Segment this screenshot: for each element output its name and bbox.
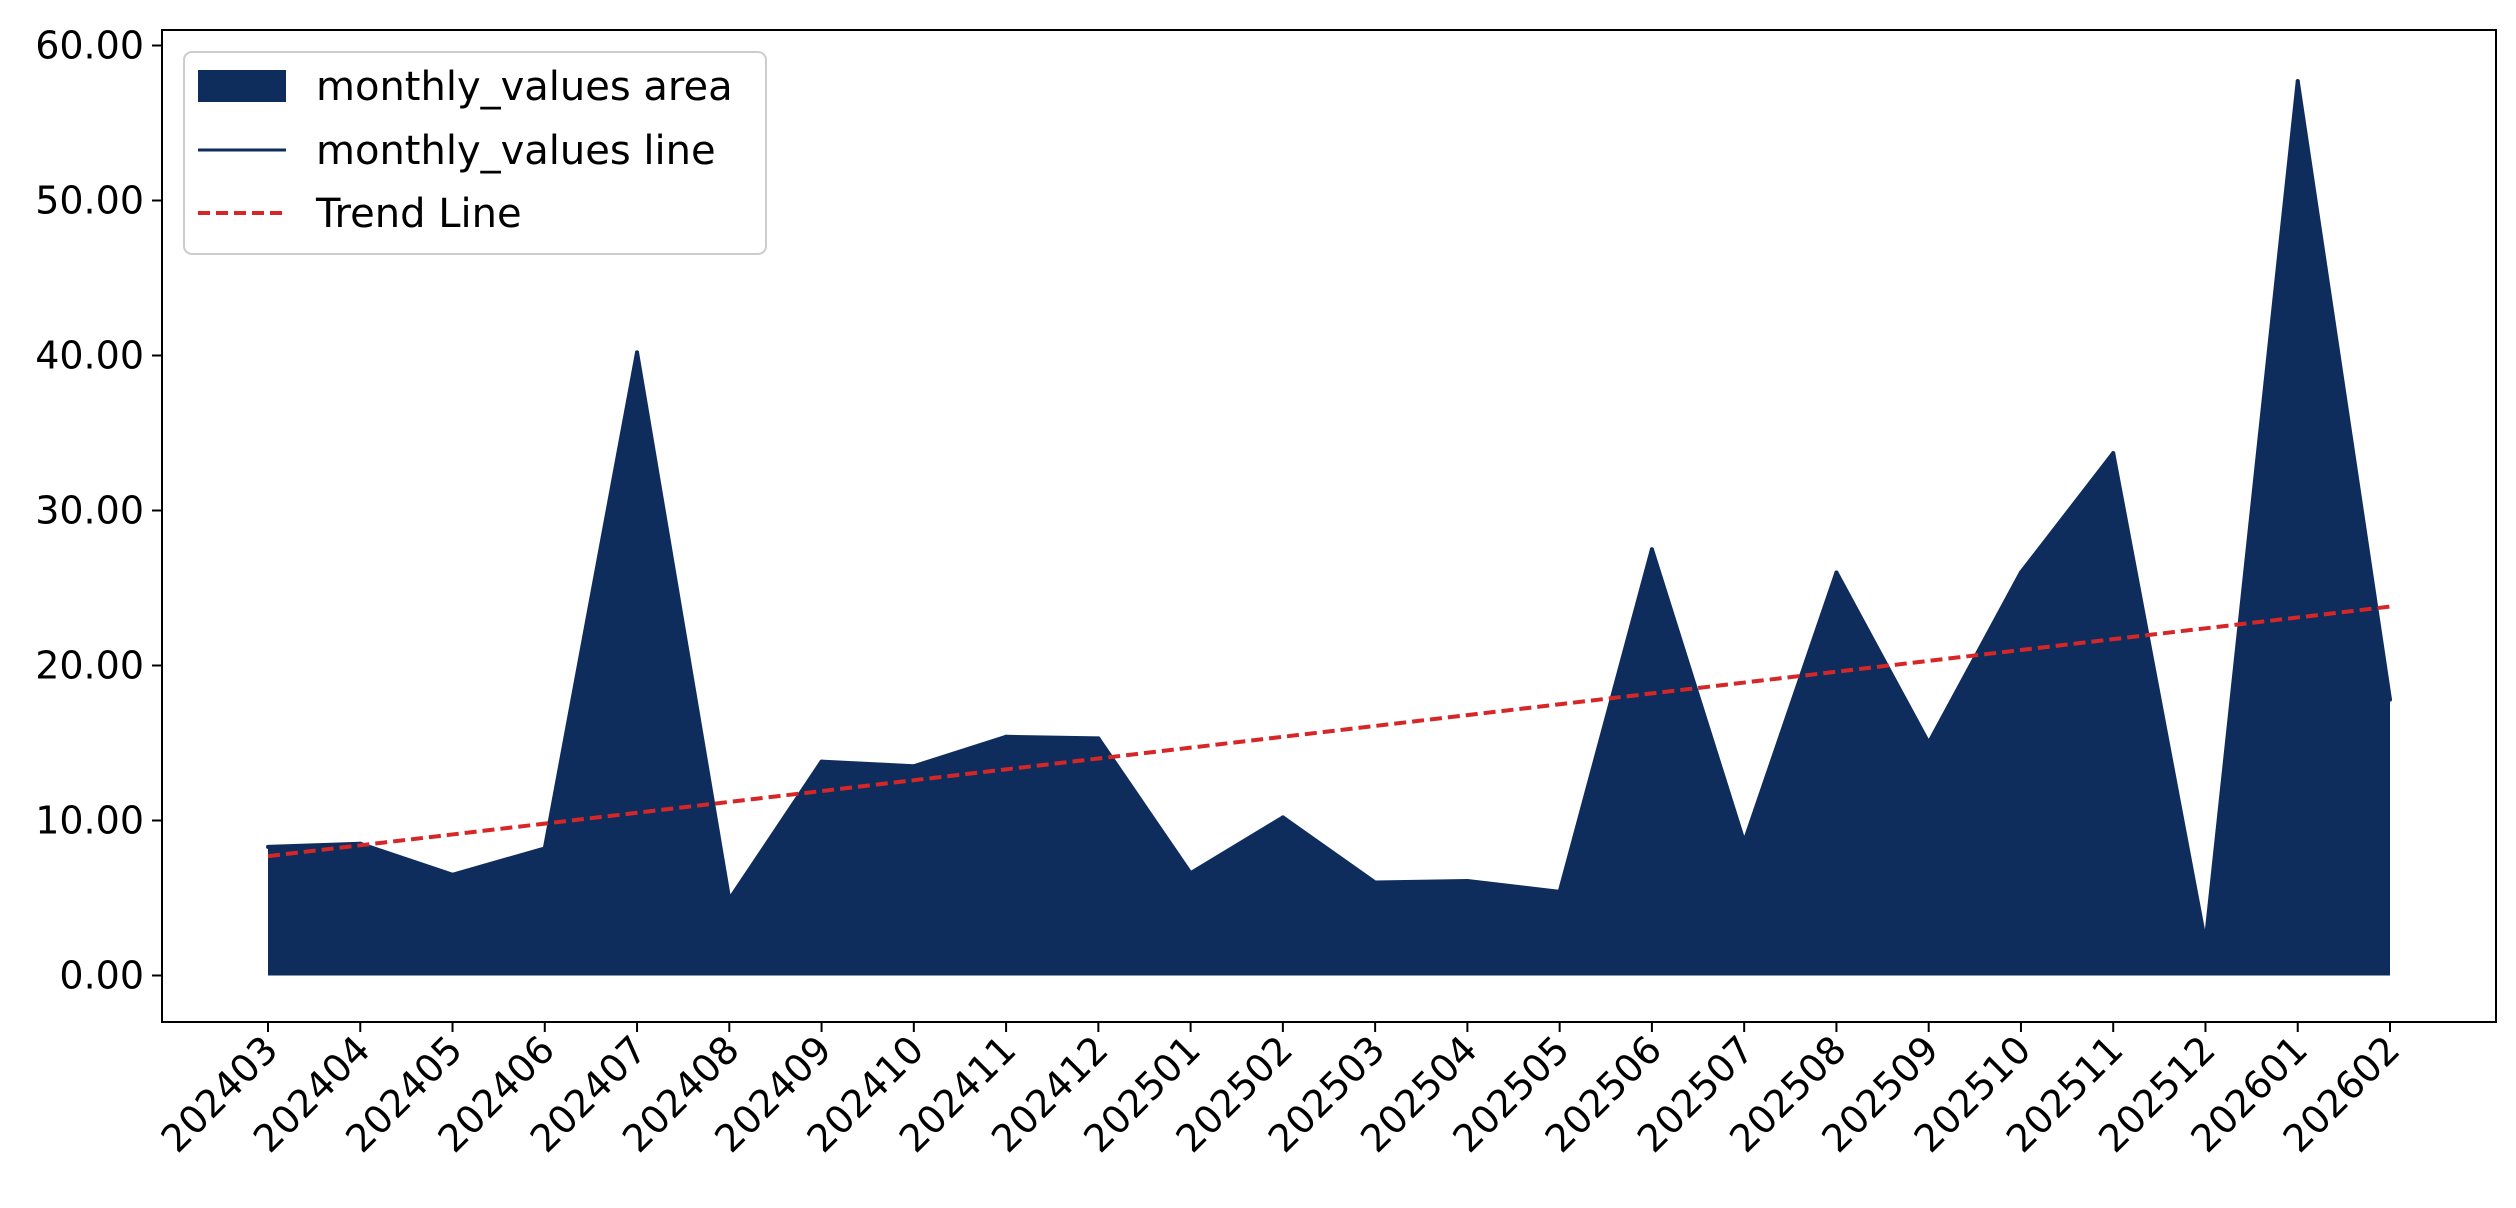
area-layer — [268, 81, 2390, 976]
data-point — [1465, 878, 1470, 883]
data-point — [1280, 815, 1285, 820]
trend-line — [267, 604, 2391, 859]
data-point — [1373, 880, 1378, 885]
y-tick-label: 40.00 — [35, 334, 144, 378]
data-point — [1834, 570, 1839, 575]
y-axis: 0.00 10.00 20.00 30.00 40.00 50.00 60.00 — [35, 24, 162, 998]
data-point — [1649, 547, 1654, 552]
data-point — [911, 764, 916, 769]
line-series-monthly-values — [267, 79, 2392, 945]
data-point — [1557, 889, 1562, 894]
data-point — [1096, 736, 1101, 741]
y-tick-label: 10.00 — [35, 799, 144, 843]
legend-area-swatch — [198, 70, 286, 102]
y-tick-label: 60.00 — [35, 24, 144, 68]
line-layer — [266, 79, 2392, 945]
y-tick-label: 20.00 — [35, 644, 144, 688]
area-series-monthly-values — [268, 81, 2390, 976]
trend-layer — [267, 604, 2391, 859]
data-point — [2203, 940, 2208, 945]
data-point — [542, 846, 547, 851]
data-point — [727, 897, 732, 902]
legend-label-trend: Trend Line — [315, 191, 522, 237]
data-point — [1926, 741, 1931, 745]
plot-frame — [161, 29, 2497, 1023]
legend-label-area: monthly_values area — [316, 64, 733, 110]
data-point — [2295, 79, 2300, 84]
data-point — [1742, 840, 1747, 845]
data-point — [266, 844, 270, 849]
data-point — [2388, 697, 2392, 702]
data-point — [1188, 871, 1193, 876]
legend: monthly_values area monthly_values line … — [183, 51, 767, 255]
legend-label-line: monthly_values line — [316, 128, 716, 174]
data-point — [635, 350, 640, 355]
y-tick-label: 30.00 — [35, 489, 144, 533]
data-point — [450, 872, 455, 877]
data-point — [1004, 734, 1009, 739]
data-point — [819, 759, 824, 764]
y-tick-label: 50.00 — [35, 179, 144, 223]
data-point — [2018, 570, 2023, 575]
data-point — [2111, 451, 2116, 456]
y-tick-label: 0.00 — [59, 954, 144, 998]
legend-box — [183, 51, 767, 255]
